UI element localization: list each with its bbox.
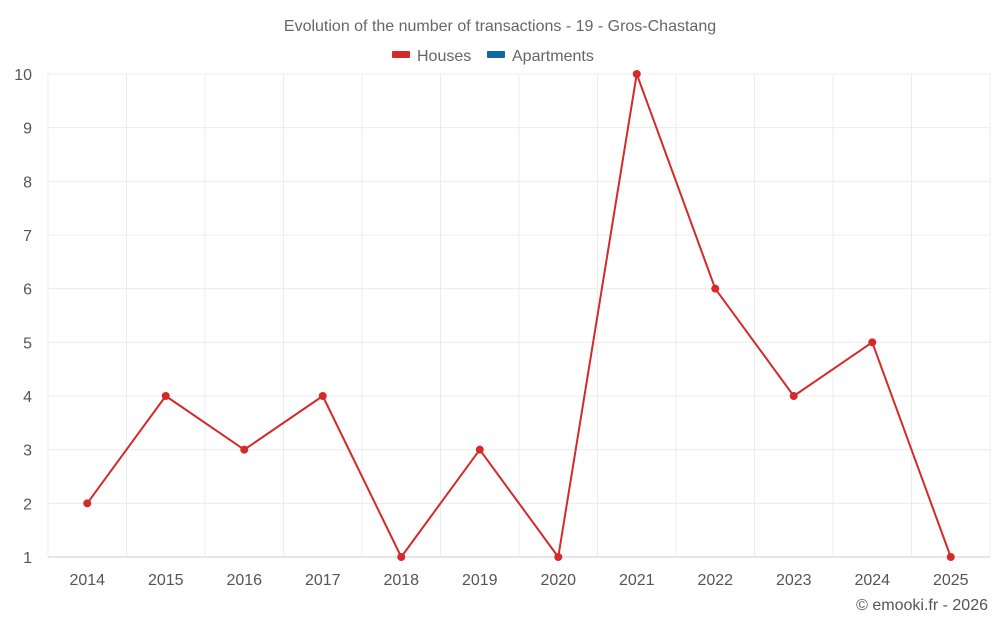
data-point[interactable] bbox=[397, 553, 406, 561]
data-point[interactable] bbox=[318, 392, 327, 400]
data-point[interactable] bbox=[83, 499, 92, 508]
x-tick-label: 2015 bbox=[148, 572, 184, 589]
x-tick-label: 2020 bbox=[540, 572, 576, 589]
data-point[interactable] bbox=[161, 392, 170, 400]
y-tick-label: 6 bbox=[23, 282, 32, 299]
legend-swatch-apartments bbox=[487, 51, 505, 58]
series-line-houses bbox=[86, 73, 952, 558]
x-tick-label: 2021 bbox=[619, 572, 655, 589]
x-tick-label: 2017 bbox=[305, 572, 341, 589]
y-tick-label: 10 bbox=[14, 67, 32, 84]
data-point[interactable] bbox=[789, 392, 798, 400]
data-point[interactable] bbox=[554, 553, 563, 561]
x-tick-label: 2016 bbox=[226, 572, 262, 589]
legend-label-houses: Houses bbox=[417, 48, 471, 65]
x-axis-ticks: 2014 2015 2016 2017 2018 2019 2020 2021 2022 2023… bbox=[69, 572, 968, 589]
x-tick-label: 2024 bbox=[854, 572, 890, 589]
x-tick-label: 2022 bbox=[697, 572, 733, 589]
y-tick-label: 3 bbox=[23, 443, 32, 460]
legend-item-apartments[interactable]: Apartments bbox=[487, 48, 594, 65]
y-tick-label: 2 bbox=[23, 496, 32, 513]
y-axis-ticks: 1 2 3 4 5 6 7 8 9 10 bbox=[14, 67, 32, 567]
data-point[interactable] bbox=[711, 284, 720, 293]
x-tick-label: 2025 bbox=[933, 572, 969, 589]
legend-item-houses[interactable]: Houses bbox=[392, 48, 471, 65]
legend: Houses Apartments bbox=[392, 48, 594, 65]
x-tick-label: 2019 bbox=[462, 572, 498, 589]
chart-title: Evolution of the number of transactions … bbox=[284, 18, 716, 35]
credit-text: © emooki.fr - 2026 bbox=[856, 597, 988, 614]
data-point[interactable] bbox=[475, 445, 484, 454]
data-point[interactable] bbox=[946, 553, 955, 561]
data-point[interactable] bbox=[868, 338, 877, 347]
data-point[interactable] bbox=[240, 445, 249, 454]
y-tick-label: 8 bbox=[23, 174, 32, 191]
y-tick-label: 7 bbox=[23, 228, 32, 245]
x-tick-label: 2023 bbox=[776, 572, 812, 589]
series-layer bbox=[83, 70, 955, 561]
x-tick-label: 2018 bbox=[383, 572, 419, 589]
x-tick-label: 2014 bbox=[69, 572, 105, 589]
data-point[interactable] bbox=[632, 70, 641, 78]
grid bbox=[47, 73, 991, 558]
y-tick-label: 1 bbox=[23, 550, 32, 567]
legend-swatch-houses bbox=[392, 51, 410, 58]
y-tick-label: 4 bbox=[23, 389, 32, 406]
y-tick-label: 5 bbox=[23, 335, 32, 352]
legend-label-apartments: Apartments bbox=[512, 48, 594, 65]
y-tick-label: 9 bbox=[23, 121, 32, 138]
